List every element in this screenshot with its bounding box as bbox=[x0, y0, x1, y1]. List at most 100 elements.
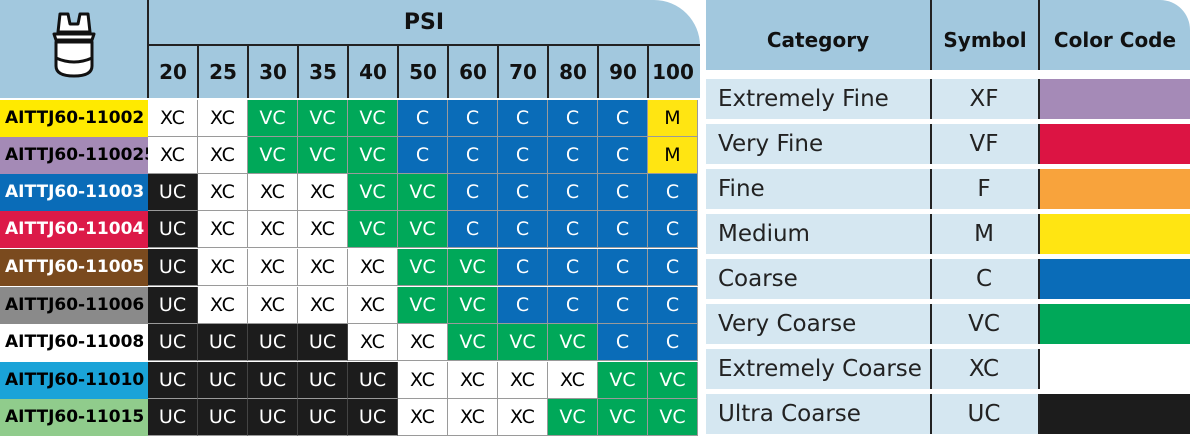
droplet-cell: VC bbox=[248, 137, 298, 174]
droplet-cell: VC bbox=[348, 174, 398, 211]
droplet-cell: XC bbox=[298, 249, 348, 286]
droplet-cell: C bbox=[598, 287, 648, 324]
droplet-cell: VC bbox=[398, 249, 448, 286]
droplet-cell: C bbox=[648, 174, 698, 211]
legend-symbol: UC bbox=[967, 401, 1001, 427]
legend-divider bbox=[1038, 349, 1040, 389]
droplet-cell: XC bbox=[348, 324, 398, 361]
psi-column-50: 50 bbox=[409, 60, 437, 84]
droplet-cell: C bbox=[548, 249, 598, 286]
legend-symbol: XF bbox=[969, 86, 999, 112]
legend-divider bbox=[1038, 304, 1040, 344]
legend-row: Coarse C bbox=[706, 259, 1190, 299]
droplet-cell: XC bbox=[248, 174, 298, 211]
legend-color-swatch bbox=[1040, 394, 1190, 434]
nozzle-label: AITTJ60-11003 bbox=[0, 174, 148, 211]
legend-color-swatch bbox=[1040, 124, 1190, 164]
legend-category: Very Coarse bbox=[718, 311, 857, 337]
legend-color-swatch bbox=[1040, 79, 1190, 119]
droplet-cell: UC bbox=[148, 362, 198, 399]
legend-divider bbox=[930, 394, 932, 434]
psi-column-divider bbox=[597, 44, 599, 98]
droplet-cell: C bbox=[498, 249, 548, 286]
legend-category: Medium bbox=[718, 221, 810, 247]
droplet-cell: XC bbox=[548, 362, 598, 399]
droplet-cell: UC bbox=[298, 324, 348, 361]
droplet-cell: UC bbox=[198, 362, 248, 399]
psi-column-divider bbox=[547, 44, 549, 98]
psi-column-divider bbox=[297, 44, 299, 98]
droplet-cell: VC bbox=[298, 100, 348, 137]
legend-symbol: VF bbox=[969, 131, 999, 157]
droplet-cell: UC bbox=[198, 324, 248, 361]
legend-category: Very Fine bbox=[718, 131, 824, 157]
legend-divider bbox=[1038, 214, 1040, 254]
nozzle-label: AITTJ60-11004 bbox=[0, 211, 148, 248]
droplet-cell: UC bbox=[198, 399, 248, 436]
droplet-cell: M bbox=[648, 137, 698, 174]
legend-divider bbox=[930, 214, 932, 254]
droplet-cell: XC bbox=[448, 362, 498, 399]
nozzle-label: AITTJ60-11008 bbox=[0, 324, 148, 361]
nozzle-label: AITTJ60-11015 bbox=[0, 399, 148, 436]
droplet-cell: C bbox=[498, 287, 548, 324]
droplet-cell: VC bbox=[348, 137, 398, 174]
legend-color-swatch bbox=[1040, 169, 1190, 209]
legend-symbol: VC bbox=[968, 311, 1000, 337]
legend-header-divider-1 bbox=[930, 0, 932, 70]
droplet-cell: XC bbox=[198, 100, 248, 137]
droplet-cell: C bbox=[498, 211, 548, 248]
droplet-cell: C bbox=[548, 100, 598, 137]
droplet-cell: C bbox=[648, 287, 698, 324]
droplet-cell: VC bbox=[248, 100, 298, 137]
droplet-cell: XC bbox=[248, 287, 298, 324]
droplet-cell: VC bbox=[548, 399, 598, 436]
droplet-cell: UC bbox=[148, 324, 198, 361]
droplet-cell: C bbox=[398, 100, 448, 137]
legend-color-swatch bbox=[1040, 349, 1190, 389]
psi-column-90: 90 bbox=[609, 60, 637, 84]
legend-divider bbox=[930, 79, 932, 119]
legend-color-swatch bbox=[1040, 304, 1190, 344]
psi-column-30: 30 bbox=[259, 60, 287, 84]
nozzle-icon bbox=[52, 12, 96, 78]
legend-symbol: F bbox=[977, 176, 991, 202]
droplet-cell: C bbox=[548, 211, 598, 248]
psi-column-20: 20 bbox=[159, 60, 187, 84]
droplet-cell: XC bbox=[148, 100, 198, 137]
droplet-cell: XC bbox=[198, 287, 248, 324]
legend-row: Extremely Coarse XC bbox=[706, 349, 1190, 389]
legend-divider bbox=[930, 304, 932, 344]
psi-column-70: 70 bbox=[509, 60, 537, 84]
droplet-cell: C bbox=[598, 174, 648, 211]
droplet-cell: XC bbox=[498, 362, 548, 399]
psi-column-divider bbox=[347, 44, 349, 98]
droplet-cell: C bbox=[598, 100, 648, 137]
droplet-cell: XC bbox=[198, 211, 248, 248]
legend-row: Very Fine VF bbox=[706, 124, 1190, 164]
droplet-cell: VC bbox=[648, 399, 698, 436]
droplet-cell: XC bbox=[198, 249, 248, 286]
droplet-cell: UC bbox=[348, 399, 398, 436]
droplet-cell: VC bbox=[448, 324, 498, 361]
legend-row: Ultra Coarse UC bbox=[706, 394, 1190, 434]
droplet-cell: UC bbox=[248, 362, 298, 399]
psi-column-35: 35 bbox=[309, 60, 337, 84]
psi-column-divider bbox=[197, 44, 199, 98]
droplet-cell: VC bbox=[448, 287, 498, 324]
legend-divider bbox=[1038, 259, 1040, 299]
droplet-cell: C bbox=[548, 174, 598, 211]
legend-row: Very Coarse VC bbox=[706, 304, 1190, 344]
droplet-cell: UC bbox=[148, 211, 198, 248]
legend-category: Extremely Coarse bbox=[718, 356, 922, 382]
legend-divider bbox=[1038, 124, 1040, 164]
nozzle-label: AITTJ60-11006 bbox=[0, 287, 148, 324]
droplet-cell: C bbox=[498, 174, 548, 211]
legend-color-swatch bbox=[1040, 214, 1190, 254]
droplet-cell: UC bbox=[248, 399, 298, 436]
droplet-cell: VC bbox=[548, 324, 598, 361]
legend-category: Ultra Coarse bbox=[718, 401, 861, 427]
psi-column-divider bbox=[497, 44, 499, 98]
legend-divider bbox=[1038, 169, 1040, 209]
legend-header-color-code: Color Code bbox=[1053, 28, 1177, 52]
